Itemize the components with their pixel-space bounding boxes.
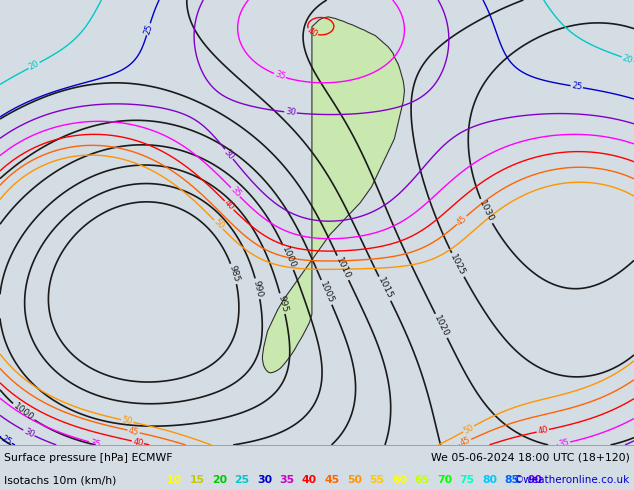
Polygon shape — [262, 17, 404, 373]
Text: 45: 45 — [455, 213, 469, 227]
Text: 35: 35 — [280, 475, 295, 485]
Text: 35: 35 — [228, 185, 242, 199]
Text: 50: 50 — [121, 416, 133, 427]
Text: 1020: 1020 — [432, 314, 450, 338]
Text: 1015: 1015 — [376, 276, 394, 301]
Text: ©weatheronline.co.uk: ©weatheronline.co.uk — [514, 475, 630, 485]
Text: 25: 25 — [0, 434, 13, 447]
Text: 90: 90 — [527, 475, 542, 485]
Text: We 05-06-2024 18:00 UTC (18+120): We 05-06-2024 18:00 UTC (18+120) — [431, 453, 630, 463]
Text: 25: 25 — [571, 81, 583, 92]
Text: 1010: 1010 — [334, 255, 352, 280]
Text: 40: 40 — [537, 425, 549, 436]
Text: 1005: 1005 — [318, 280, 335, 305]
Text: 35: 35 — [273, 70, 287, 82]
Text: 25: 25 — [143, 23, 154, 36]
Text: 1025: 1025 — [448, 253, 467, 277]
Text: 45: 45 — [325, 475, 340, 485]
Text: 50: 50 — [212, 218, 225, 231]
Text: 65: 65 — [415, 475, 430, 485]
Text: Surface pressure [hPa] ECMWF: Surface pressure [hPa] ECMWF — [4, 453, 172, 463]
Text: 45: 45 — [127, 426, 139, 437]
Text: 50: 50 — [462, 422, 476, 436]
Text: 85: 85 — [505, 475, 519, 485]
Text: 55: 55 — [370, 475, 384, 485]
Text: 30: 30 — [285, 107, 296, 118]
Text: 40: 40 — [132, 437, 144, 448]
Text: 75: 75 — [460, 475, 475, 485]
Text: 40: 40 — [306, 26, 319, 39]
Text: 985: 985 — [227, 264, 241, 283]
Text: 20: 20 — [212, 475, 227, 485]
Text: 25: 25 — [235, 475, 250, 485]
Text: 50: 50 — [347, 475, 362, 485]
Text: 1000: 1000 — [280, 245, 297, 270]
Text: 15: 15 — [190, 475, 205, 485]
Text: 80: 80 — [482, 475, 497, 485]
Text: 20: 20 — [621, 53, 634, 65]
Text: 990: 990 — [252, 279, 264, 298]
Text: 70: 70 — [437, 475, 452, 485]
Text: 30: 30 — [222, 147, 236, 161]
Text: Isotachs 10m (km/h): Isotachs 10m (km/h) — [4, 475, 120, 485]
Text: 20: 20 — [27, 59, 41, 72]
Text: 30: 30 — [257, 475, 272, 485]
Text: 995: 995 — [276, 294, 289, 313]
Text: 10: 10 — [167, 475, 182, 485]
Text: 35: 35 — [558, 438, 570, 449]
Text: 40: 40 — [302, 475, 317, 485]
Text: 1000: 1000 — [11, 401, 35, 423]
Text: 45: 45 — [459, 436, 472, 448]
Text: 40: 40 — [223, 198, 236, 212]
Text: 1030: 1030 — [477, 199, 495, 223]
Text: 35: 35 — [89, 438, 101, 449]
Text: 60: 60 — [392, 475, 407, 485]
Text: 30: 30 — [22, 427, 36, 440]
